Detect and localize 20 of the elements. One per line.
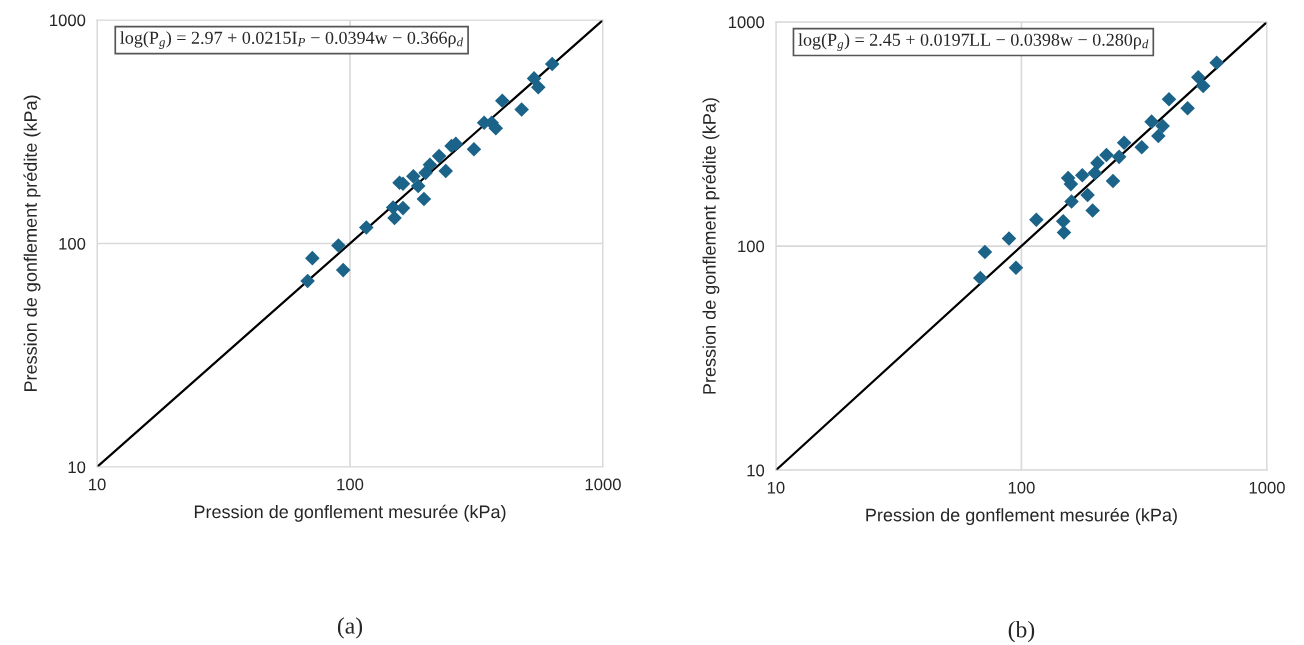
- y-tick-label: 1000: [728, 16, 765, 29]
- x-tick-label: 100: [337, 478, 364, 491]
- x-axis-title: Pression de gonflement mesurée (kPa): [194, 504, 506, 522]
- y-axis-title: Pression de gonflement prédite (kPa): [702, 98, 720, 394]
- text: (b): [1008, 620, 1035, 643]
- x-tick-label: 1000: [1249, 481, 1285, 494]
- text: (a): [337, 617, 363, 639]
- x-axis-title: Pression de gonflement mesurée (kPa): [866, 507, 1177, 526]
- y-tick-label: 10: [747, 464, 765, 477]
- y-tick-label: 100: [59, 237, 86, 250]
- y-axis-title: Pression de gonflement prédite (kPa): [23, 95, 41, 392]
- x-tick-label: 10: [89, 478, 106, 491]
- y-tick-label: 10: [68, 461, 86, 474]
- annotation: log(P$_{g}$) = 2.45 + 0.0197LL − 0.0398w − 0.280ρ$_{d}$: [798, 33, 1149, 51]
- annotation: log(P$_{g}$) = 2.97 + 0.0215I$_{P}$ − 0.0394w − 0.366ρ$_{d}$: [120, 31, 464, 49]
- y-tick-label: 100: [738, 240, 765, 253]
- x-tick-label: 1000: [585, 478, 621, 491]
- x-tick-label: 100: [1008, 481, 1035, 494]
- y-tick-label: 1000: [50, 14, 86, 27]
- x-tick-label: 10: [767, 481, 785, 494]
